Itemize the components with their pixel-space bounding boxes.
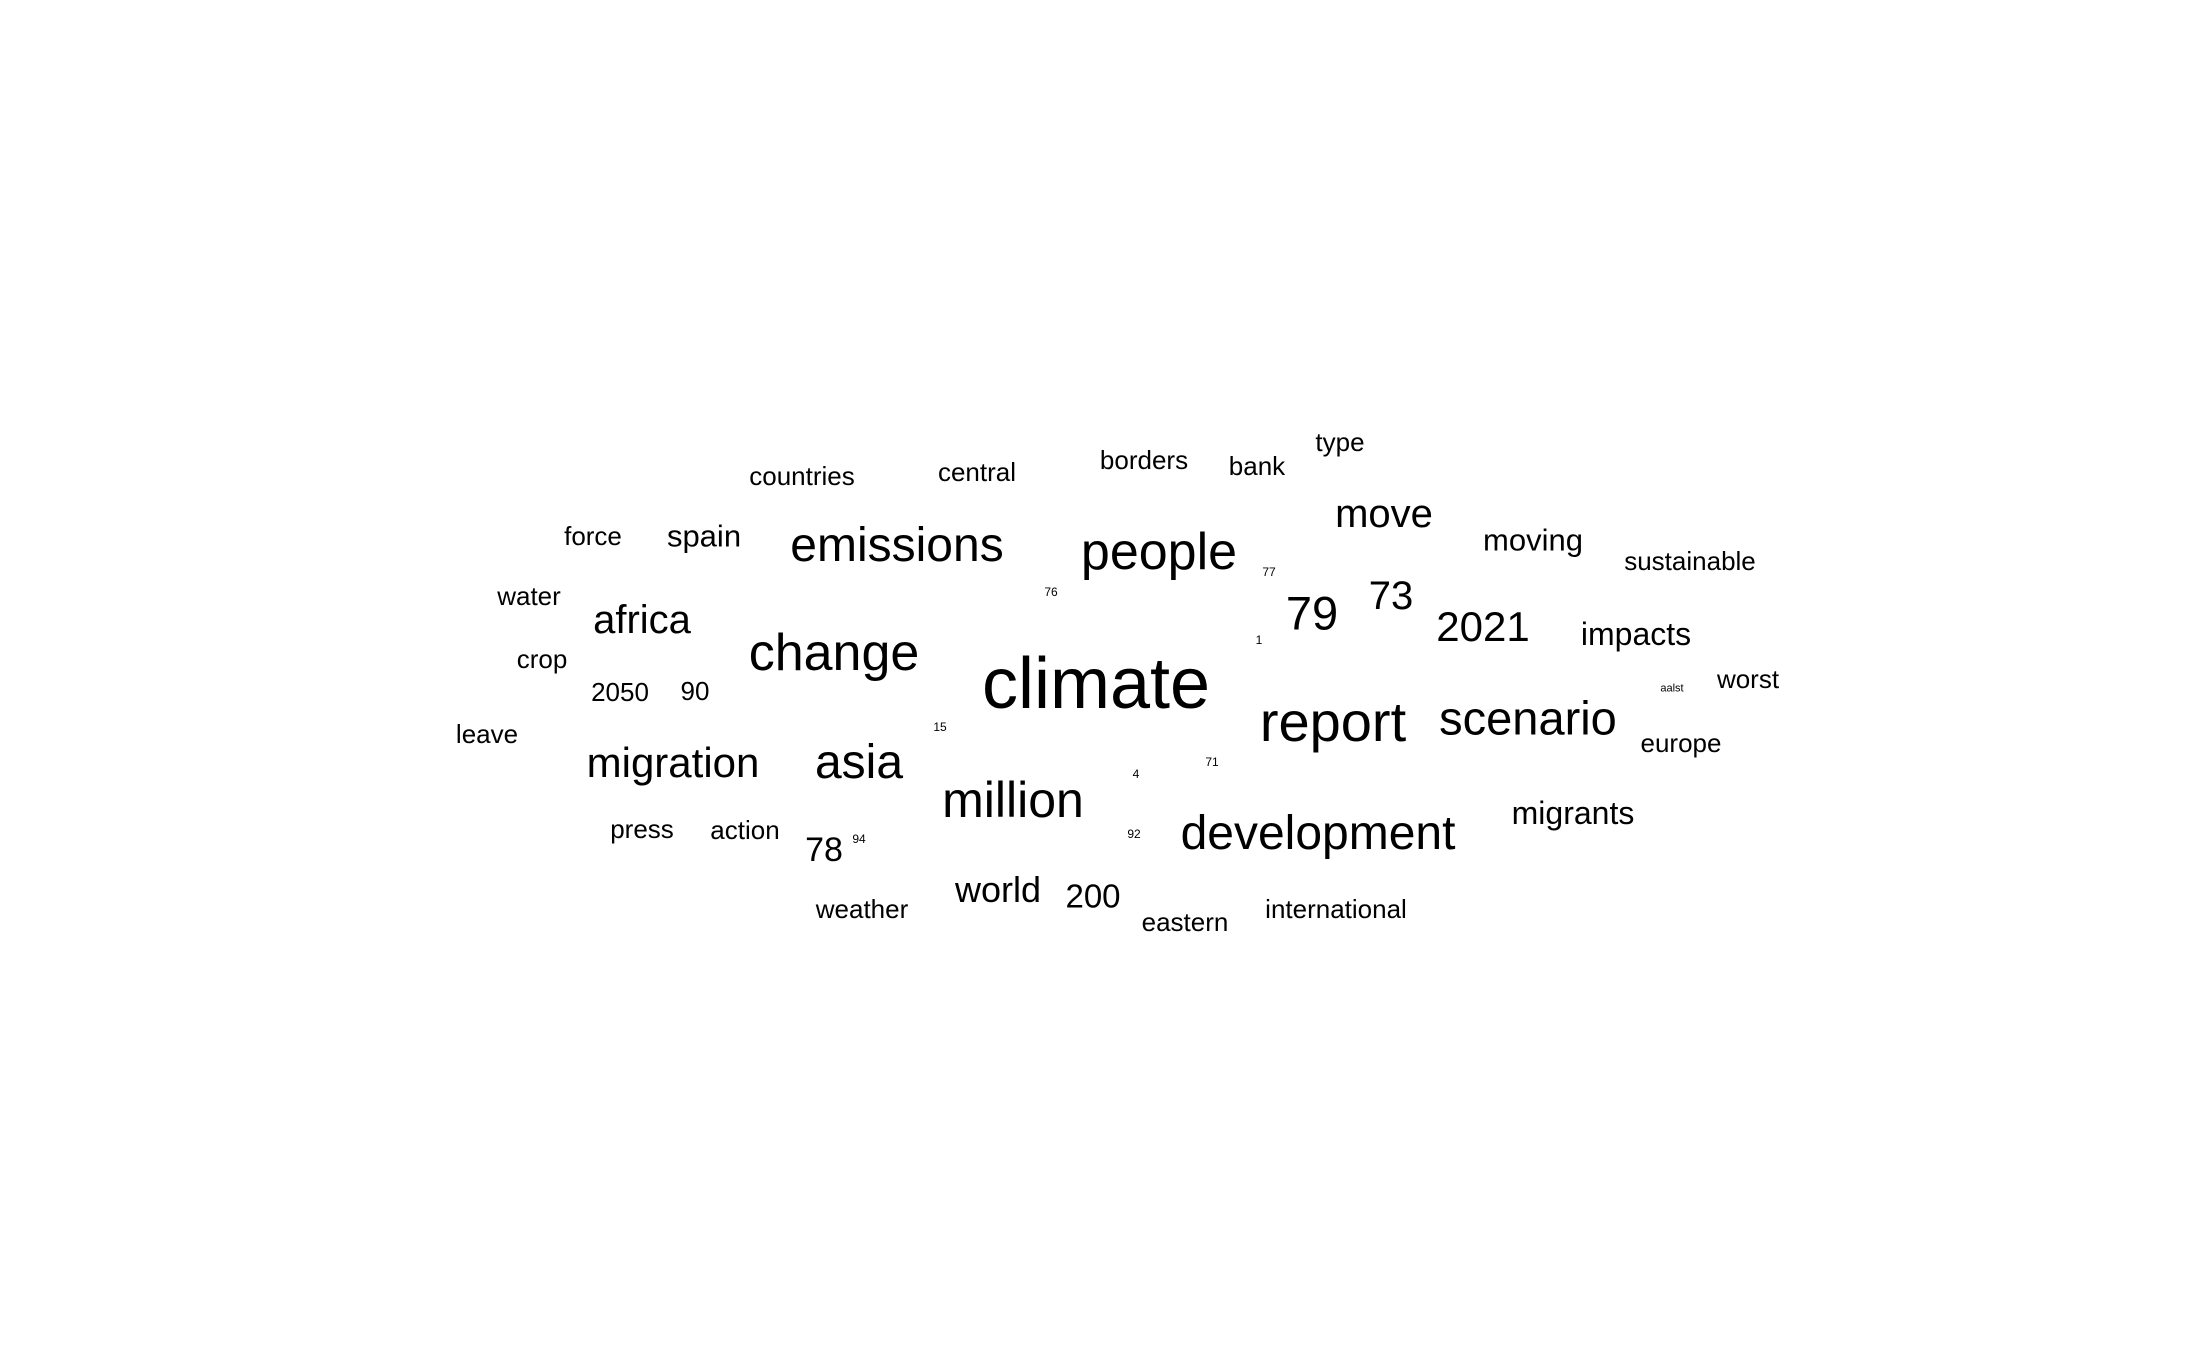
word-90: 90 bbox=[680, 676, 710, 706]
word-79: 79 bbox=[1285, 586, 1339, 640]
word-sustainable: sustainable bbox=[1624, 546, 1756, 576]
word-people: people bbox=[1080, 523, 1238, 581]
word-78: 78 bbox=[805, 831, 843, 869]
word-200: 200 bbox=[1065, 877, 1121, 915]
word-million: million bbox=[942, 772, 1084, 828]
word-77: 77 bbox=[1262, 565, 1276, 579]
word-emissions: emissions bbox=[790, 519, 1004, 572]
word-report: report bbox=[1259, 690, 1407, 753]
word-type: type bbox=[1315, 427, 1365, 457]
word-press: press bbox=[610, 814, 674, 844]
word-76: 76 bbox=[1044, 585, 1058, 599]
word-central: central bbox=[937, 457, 1017, 487]
word-asia: asia bbox=[814, 736, 904, 789]
word-leave: leave bbox=[455, 719, 519, 749]
word-impacts: impacts bbox=[1580, 616, 1692, 652]
word-countries: countries bbox=[749, 461, 855, 491]
word-weather: weather bbox=[815, 894, 909, 924]
word-15: 15 bbox=[933, 720, 947, 734]
word-moving: moving bbox=[1483, 522, 1583, 558]
word-water: water bbox=[497, 581, 561, 611]
word-2050: 2050 bbox=[591, 677, 649, 707]
word-africa: africa bbox=[593, 598, 691, 642]
word-force: force bbox=[564, 521, 622, 551]
word-71: 71 bbox=[1205, 755, 1219, 769]
word-move: move bbox=[1335, 492, 1433, 536]
word-crop: crop bbox=[516, 644, 568, 674]
word-world: world bbox=[954, 869, 1042, 910]
word-spain: spain bbox=[666, 518, 742, 554]
word-worst: worst bbox=[1716, 664, 1780, 694]
word-change: change bbox=[748, 624, 920, 682]
word-73: 73 bbox=[1368, 574, 1414, 618]
word-eastern: eastern bbox=[1141, 907, 1229, 937]
word-borders: borders bbox=[1099, 445, 1189, 475]
word-92: 92 bbox=[1127, 827, 1141, 841]
word-1: 1 bbox=[1255, 633, 1263, 647]
word-2021: 2021 bbox=[1436, 603, 1530, 650]
word-europe: europe bbox=[1640, 728, 1722, 758]
word-94: 94 bbox=[852, 832, 866, 846]
word-aalst: aalst bbox=[1660, 682, 1684, 695]
word-scenario: scenario bbox=[1439, 691, 1617, 745]
word-action: action bbox=[710, 815, 780, 845]
word-migration: migration bbox=[586, 739, 760, 786]
word-development: development bbox=[1180, 807, 1456, 860]
word-climate: climate bbox=[981, 644, 1211, 724]
word-migrants: migrants bbox=[1511, 795, 1635, 831]
word-international: international bbox=[1265, 894, 1407, 924]
word-4: 4 bbox=[1132, 767, 1140, 781]
word-bank: bank bbox=[1228, 451, 1286, 481]
